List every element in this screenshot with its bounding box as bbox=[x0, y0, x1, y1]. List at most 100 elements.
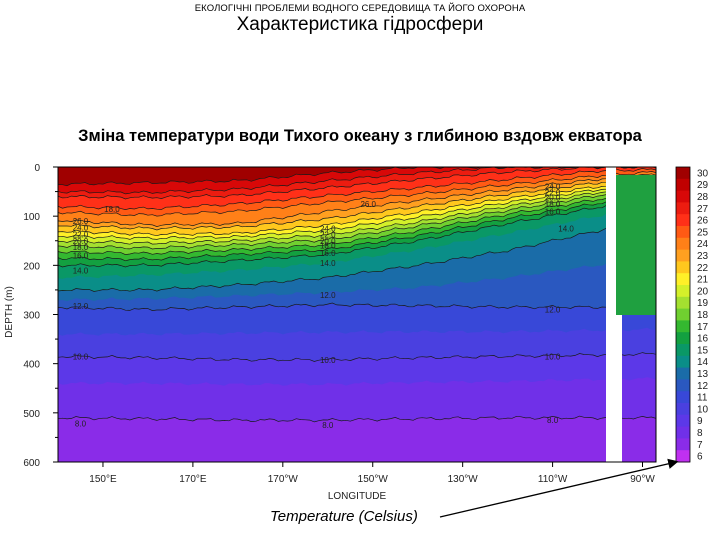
contour-label: 10.0 bbox=[545, 352, 561, 361]
x-tick-label: 130°W bbox=[448, 474, 479, 485]
x-tick-label: 170°E bbox=[179, 474, 207, 485]
colorbar-swatch bbox=[676, 226, 690, 239]
header-subtitle: ЕКОЛОГІЧНІ ПРОБЛЕМИ ВОДНОГО СЕРЕДОВИЩА Т… bbox=[194, 3, 526, 14]
colorbar-label: 22 bbox=[697, 263, 709, 274]
colorbar-label: 19 bbox=[697, 298, 709, 309]
colorbar-swatch bbox=[676, 379, 690, 392]
colorbar-swatch bbox=[676, 426, 690, 439]
colorbar-swatch bbox=[676, 249, 690, 262]
isotherm-29 bbox=[58, 167, 656, 187]
isotherm-28 bbox=[58, 167, 656, 195]
y-tick-label: 500 bbox=[23, 409, 40, 420]
isotherm-16 bbox=[58, 196, 656, 268]
colorbar-swatch bbox=[676, 296, 690, 310]
colorbar-label: 13 bbox=[697, 369, 709, 380]
isotherm-18 bbox=[58, 189, 656, 255]
colorbar-label: 12 bbox=[697, 381, 709, 392]
colorbar-swatch bbox=[676, 237, 690, 251]
isotherm-22 bbox=[58, 179, 656, 237]
colorbar-swatch bbox=[676, 355, 690, 369]
contour-label: 18.0 bbox=[104, 205, 120, 214]
contour-label: 24.0 bbox=[545, 183, 561, 192]
contour-label: 10.0 bbox=[320, 356, 336, 365]
data-gap bbox=[606, 167, 656, 462]
colorbar-swatch bbox=[676, 273, 690, 286]
contour-label: 8.0 bbox=[75, 420, 87, 429]
colorbar-label: 27 bbox=[697, 204, 709, 215]
y-tick-label: 300 bbox=[23, 311, 40, 322]
isotherm-17 bbox=[58, 192, 656, 262]
colorbar-swatch bbox=[676, 367, 690, 380]
contour-label: 14.0 bbox=[73, 266, 89, 275]
y-axis-label: DEPTH (m) bbox=[4, 286, 15, 338]
colorbar-label: 9 bbox=[697, 416, 703, 427]
contour-label: 16.0 bbox=[320, 249, 336, 258]
contour-label: 16.0 bbox=[73, 252, 89, 261]
temperature-field bbox=[58, 167, 656, 462]
y-tick-label: 200 bbox=[23, 261, 40, 272]
colorbar-label: 25 bbox=[697, 227, 709, 238]
contour-label: 20.0 bbox=[73, 237, 89, 246]
contour-label: 26.0 bbox=[360, 200, 376, 209]
contour-label: 26.0 bbox=[73, 217, 89, 226]
contour-label: 20.0 bbox=[545, 193, 561, 202]
colorbar-swatch bbox=[676, 450, 690, 463]
colorbar-swatch bbox=[676, 414, 690, 428]
contour-label: 22.0 bbox=[73, 230, 89, 239]
isotherm-20 bbox=[58, 184, 656, 245]
isotherm-14 bbox=[58, 215, 656, 292]
colorbar-swatch bbox=[676, 438, 690, 451]
contour-label: 18.0 bbox=[545, 200, 561, 209]
colorbar-label: 7 bbox=[697, 440, 703, 451]
colorbar-frame bbox=[675, 166, 691, 463]
gap-strip-3 bbox=[616, 315, 622, 462]
contour-label: 20.0 bbox=[320, 237, 336, 246]
colorbar-swatch bbox=[676, 178, 690, 192]
isotherm-10 bbox=[58, 352, 656, 362]
colorbar-label: 18 bbox=[697, 310, 709, 321]
isotherm-8 bbox=[58, 415, 656, 423]
isotherm-19 bbox=[58, 186, 656, 250]
contour-label: 24.0 bbox=[320, 224, 336, 233]
colorbar-label: 23 bbox=[697, 251, 709, 262]
colorbar-swatch bbox=[676, 285, 690, 298]
colorbar-label: 20 bbox=[697, 286, 709, 297]
contour-label: 8.0 bbox=[547, 416, 559, 425]
colorbar-swatch bbox=[676, 308, 690, 321]
isotherm-25 bbox=[58, 171, 656, 217]
colorbar-label: 15 bbox=[697, 345, 709, 356]
colorbar-label: 10 bbox=[697, 404, 709, 415]
x-tick-label: 170°W bbox=[268, 474, 299, 485]
contour-label: 12.0 bbox=[73, 302, 89, 311]
gap-strip-1 bbox=[606, 167, 616, 462]
x-tick-label: 110°W bbox=[538, 474, 568, 485]
colorbar-label: 16 bbox=[697, 334, 709, 345]
gap-patch bbox=[616, 175, 656, 315]
colorbar-label: 21 bbox=[697, 275, 709, 286]
colorbar-caption: Temperature (Celsius) bbox=[270, 508, 418, 525]
colorbar-label: 14 bbox=[697, 357, 709, 368]
header-title: Характеристика гідросфери bbox=[236, 14, 484, 35]
colorbar-label: 17 bbox=[697, 322, 709, 333]
isotherm-24 bbox=[58, 173, 656, 227]
contour-label: 12.0 bbox=[545, 306, 561, 315]
x-axis-label: LONGITUDE bbox=[328, 491, 387, 502]
contour-label: 16.0 bbox=[545, 207, 561, 216]
colorbar-swatch bbox=[676, 167, 690, 180]
contour-label: 8.0 bbox=[322, 421, 334, 430]
colorbar-label: 6 bbox=[697, 452, 703, 463]
contour-label: 12.0 bbox=[320, 291, 336, 300]
x-tick-label: 90°W bbox=[630, 474, 655, 485]
contour-label: 22.0 bbox=[320, 230, 336, 239]
colorbar-swatch bbox=[676, 403, 690, 416]
colorbar-label: 26 bbox=[697, 216, 709, 227]
x-tick-label: 150°W bbox=[358, 474, 389, 485]
contour-lines bbox=[58, 167, 656, 423]
contour-label: 22.0 bbox=[545, 189, 561, 198]
x-tick-label: 150°E bbox=[89, 474, 117, 485]
contour-label: 18.0 bbox=[320, 242, 336, 251]
band-30 bbox=[58, 167, 656, 186]
colorbar-swatch bbox=[676, 391, 690, 404]
y-tick-label: 400 bbox=[23, 360, 40, 371]
